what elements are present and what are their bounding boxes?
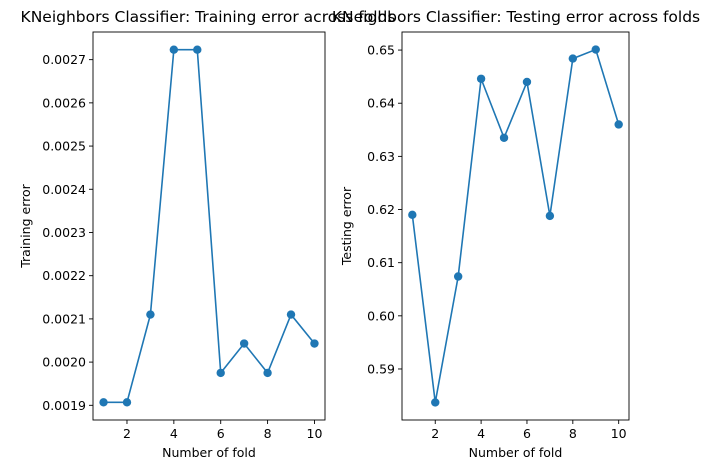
training-error-chart: KNeighbors Classifier: Training error ac…: [18, 8, 395, 460]
y-axis-label: Training error: [18, 183, 33, 268]
x-tick-label: 2: [431, 426, 439, 441]
y-tick-label: 0.0024: [42, 182, 86, 197]
testing-error-chart: KNeighbors Classifier: Testing error acr…: [332, 8, 700, 460]
x-tick-label: 6: [217, 426, 225, 441]
data-point: [122, 398, 132, 407]
y-tick-label: 0.65: [367, 43, 395, 58]
data-point: [522, 77, 532, 87]
data-point: [169, 45, 179, 54]
series-line: [411, 48, 620, 403]
y-tick-label: 0.60: [367, 308, 395, 323]
x-tick-label: 8: [264, 426, 272, 441]
data-point: [453, 272, 463, 281]
y-tick-label: 0.0023: [42, 225, 86, 240]
y-tick-label: 0.0027: [42, 52, 86, 67]
x-tick-label: 6: [523, 426, 531, 441]
chart-title: KNeighbors Classifier: Testing error acr…: [332, 8, 700, 26]
data-point: [99, 398, 108, 407]
data-point: [193, 45, 202, 54]
data-point: [263, 368, 272, 378]
chart-title: KNeighbors Classifier: Training error ac…: [21, 8, 396, 26]
data-point: [286, 310, 296, 319]
x-tick-label: 8: [569, 426, 577, 441]
data-point: [476, 74, 486, 83]
y-tick-label: 0.0022: [42, 268, 86, 283]
series-line: [103, 48, 316, 404]
y-tick-label: 0.63: [367, 149, 395, 164]
data-point: [591, 45, 600, 54]
y-tick-label: 0.0020: [42, 355, 86, 370]
x-tick-label: 10: [307, 426, 323, 441]
y-tick-label: 0.0025: [42, 139, 86, 154]
y-tick-label: 0.64: [367, 96, 395, 111]
x-axis-label: Number of fold: [162, 445, 256, 460]
data-point: [239, 339, 249, 348]
data-point: [216, 368, 225, 378]
data-point: [499, 133, 509, 142]
axes-frame: [92, 31, 326, 421]
y-tick-label: 0.61: [367, 255, 395, 270]
x-tick-label: 10: [611, 426, 627, 441]
data-point: [431, 398, 440, 407]
y-tick-label: 0.0021: [42, 311, 86, 326]
x-axis-label: Number of fold: [469, 445, 563, 460]
y-tick-label: 0.0019: [42, 398, 86, 413]
y-tick-label: 0.0026: [42, 95, 86, 110]
data-point: [408, 210, 417, 220]
data-point: [614, 120, 623, 129]
data-point: [545, 211, 555, 221]
y-tick-label: 0.59: [367, 361, 395, 376]
x-tick-label: 4: [477, 426, 485, 441]
x-tick-label: 4: [170, 426, 178, 441]
data-point: [310, 339, 319, 348]
axes-frame: [401, 31, 630, 421]
y-axis-label: Testing error: [339, 186, 354, 266]
data-point: [568, 54, 578, 63]
x-tick-label: 2: [123, 426, 131, 441]
data-point: [146, 310, 155, 319]
y-tick-label: 0.62: [367, 202, 395, 217]
